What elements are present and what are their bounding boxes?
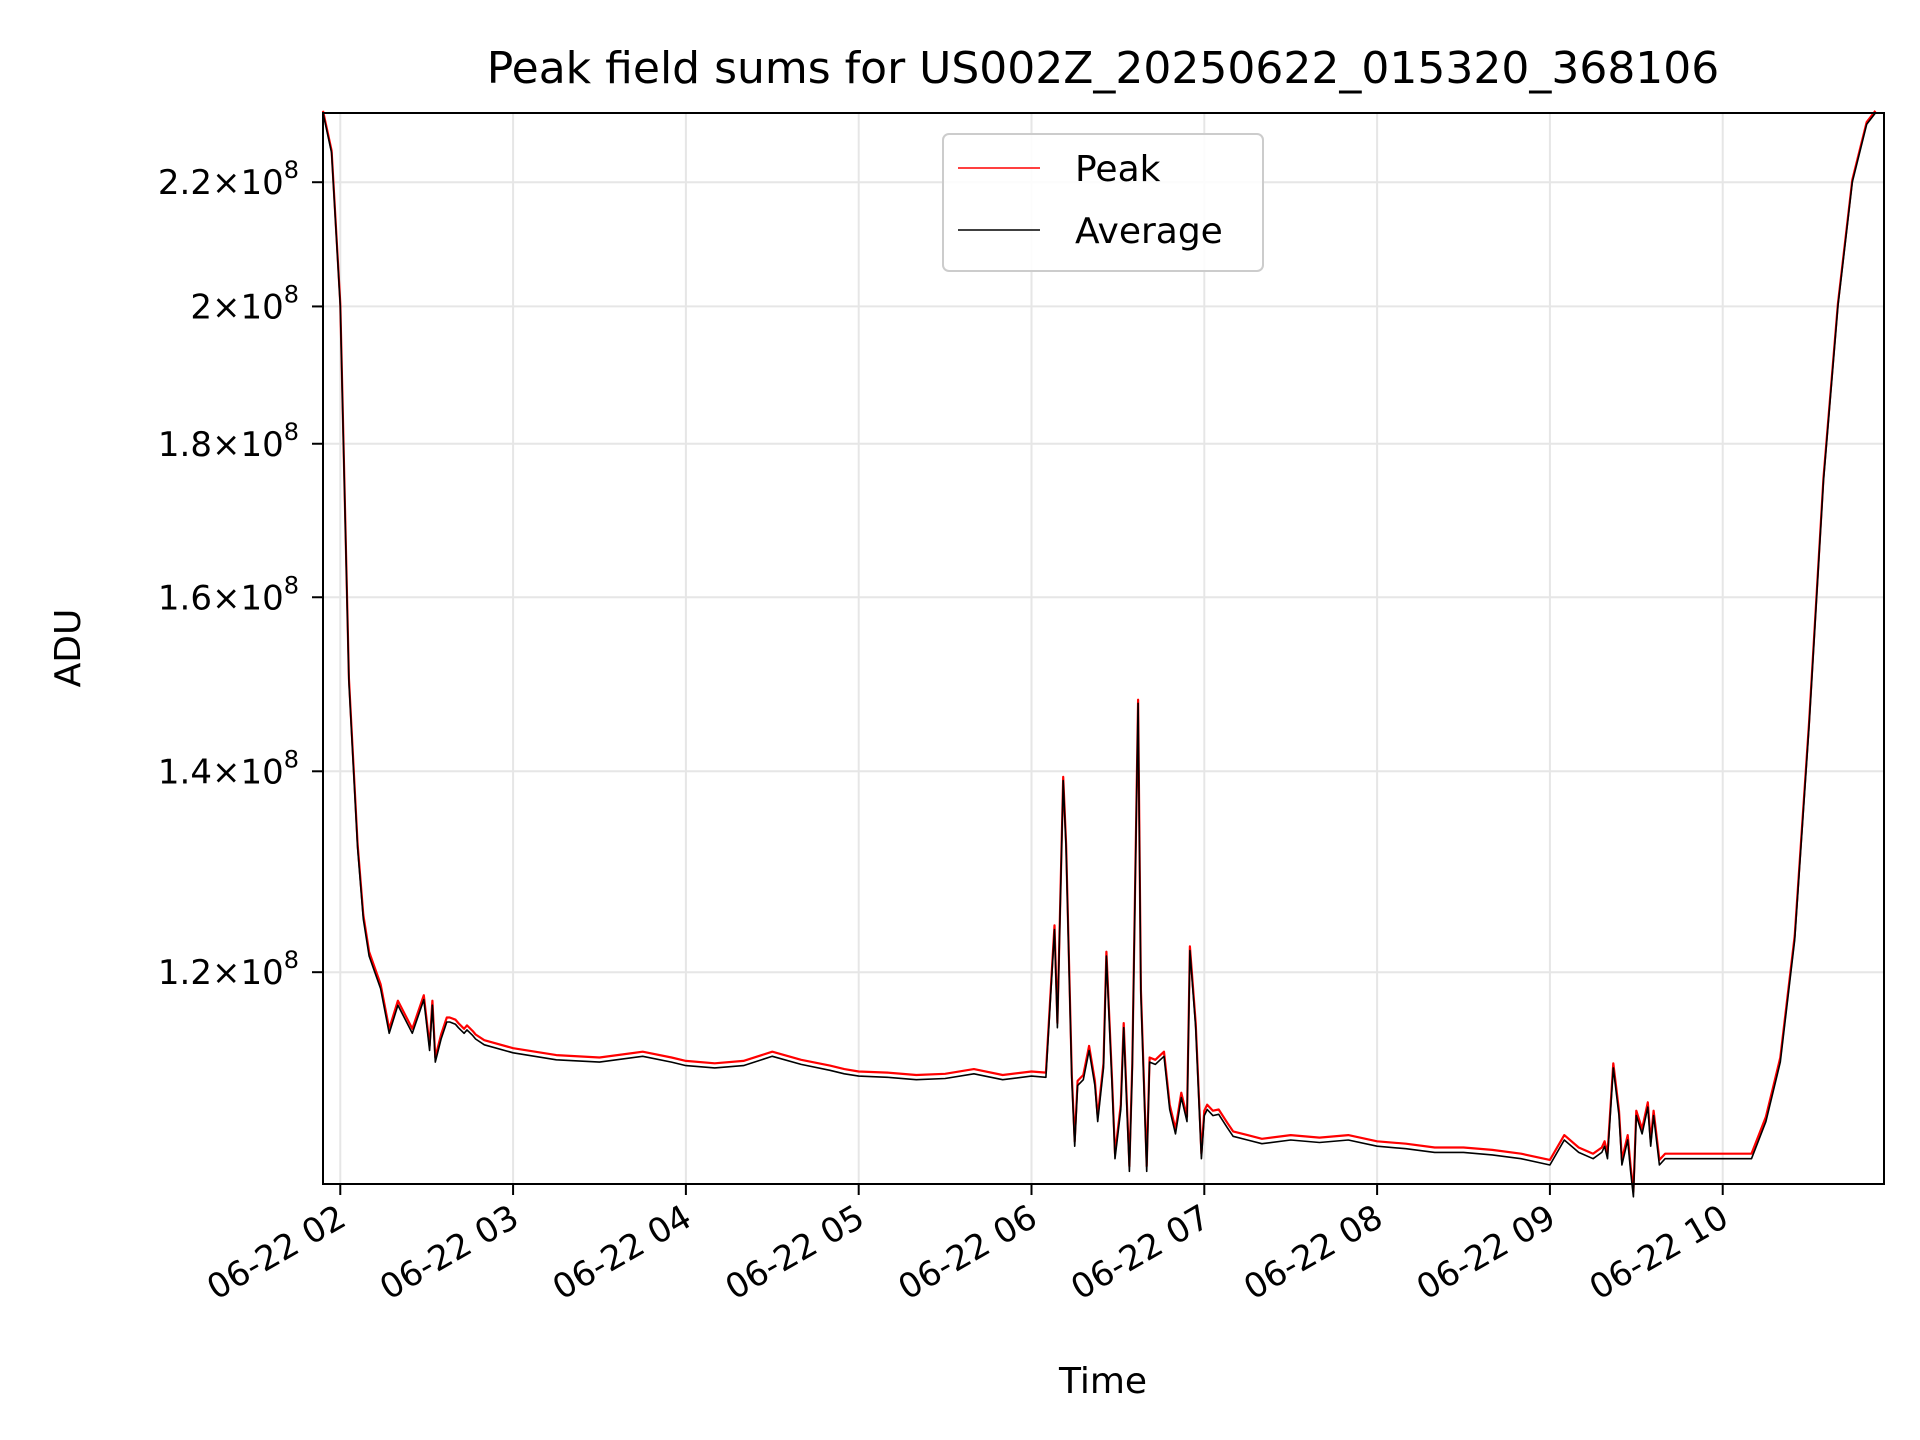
y-tick-exponent: 8 (284, 418, 299, 446)
y-tick-exponent: 8 (284, 946, 299, 974)
y-tick-label: 1.8×108 (158, 418, 299, 465)
x-tick-label: 06-22 09 (1410, 1197, 1562, 1308)
legend-label-peak: Peak (1075, 149, 1161, 190)
x-tick-label: 06-22 02 (200, 1197, 352, 1308)
y-tick-exponent: 8 (284, 280, 299, 308)
legend-label-average: Average (1075, 211, 1223, 252)
x-tick-label: 06-22 03 (373, 1197, 525, 1308)
y-tick-mantissa: 2.2×10 (158, 163, 284, 203)
y-tick-mantissa: 1.4×10 (158, 752, 284, 792)
y-tick-label: 2.2×108 (158, 156, 299, 203)
y-tick-mantissa: 1.8×10 (158, 425, 284, 465)
x-axis: 06-22 02 06-22 03 06-22 04 06-22 05 06-22 06… (200, 1184, 1735, 1308)
x-tick-label: 06-22 08 (1237, 1197, 1389, 1308)
y-tick-exponent: 8 (284, 571, 299, 599)
chart-title: Peak field sums for US002Z_20250622_0153… (487, 43, 1720, 94)
y-axis-label: ADU (48, 609, 89, 688)
y-tick-label: 1.2×108 (158, 946, 299, 993)
y-tick-mantissa: 1.6×10 (158, 578, 284, 618)
x-axis-label: Time (1058, 1361, 1147, 1402)
y-tick-label: 1.4×108 (158, 745, 299, 792)
y-tick-exponent: 8 (284, 156, 299, 184)
series-line-peak (321, 110, 1877, 1193)
x-tick-label: 06-22 04 (546, 1197, 698, 1308)
x-tick-label: 06-22 10 (1583, 1197, 1735, 1308)
x-tick-label: 06-22 06 (892, 1197, 1044, 1308)
x-tick-label: 06-22 05 (719, 1197, 871, 1308)
y-tick-mantissa: 1.2×10 (158, 953, 284, 993)
plot-frame (322, 112, 1885, 1185)
grid (323, 113, 1884, 1184)
y-tick-exponent: 8 (284, 745, 299, 773)
series-lines (321, 110, 1877, 1198)
x-tick-label: 06-22 07 (1064, 1197, 1216, 1308)
y-tick-label: 1.6×108 (158, 571, 299, 618)
series-line-average (322, 112, 1877, 1198)
y-tick-label: 2×108 (190, 280, 299, 327)
y-tick-mantissa: 2×10 (190, 287, 283, 327)
legend: Peak Average (942, 133, 1264, 272)
